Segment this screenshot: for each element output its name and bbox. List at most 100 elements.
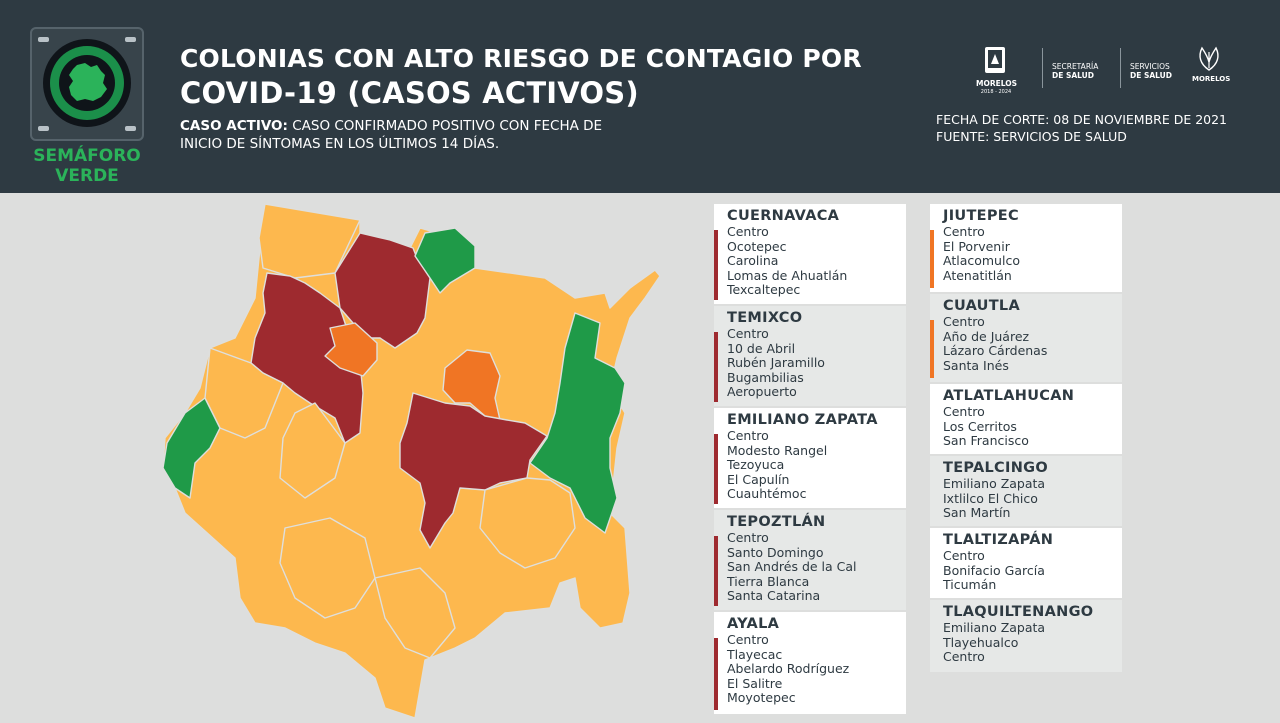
risk-bar <box>714 332 718 402</box>
colonia: Tlayehualco <box>943 634 1019 650</box>
data-cut-info: FECHA DE CORTE: 08 DE NOVIEMBRE DE 2021 … <box>936 111 1227 145</box>
colonia: Ixtlilco El Chico <box>943 490 1038 506</box>
colonia: Rubén Jaramillo <box>727 355 825 371</box>
colonia: Tlayecac <box>727 646 783 662</box>
colonia: Año de Juárez <box>943 328 1030 344</box>
colonia: Lázaro Cárdenas <box>943 343 1048 359</box>
municipio-card: ATLATLAHUCAN Centro Los Cerritos San Fra… <box>930 384 1122 454</box>
colonia: Santa Inés <box>943 357 1009 373</box>
municipio-name: TEPOZTLÁN <box>727 514 826 530</box>
municipio-card: JIUTEPEC Centro El Porvenir Atlacomulco … <box>930 204 1122 292</box>
map-region-divider-3 <box>479 477 576 569</box>
risk-bar <box>714 230 718 300</box>
colonia: Centro <box>943 649 985 665</box>
municipio-name: CUAUTLA <box>943 298 1020 314</box>
municipio-name: CUERNAVACA <box>727 208 840 224</box>
map-region-green-east <box>529 312 626 534</box>
definition-label: CASO ACTIVO: <box>180 118 288 134</box>
colonia: El Porvenir <box>943 238 1010 254</box>
municipio-card: TEMIXCO Centro 10 de Abril Rubén Jaramil… <box>714 306 906 406</box>
colonia: Tezoyuca <box>727 457 785 473</box>
colonia: Bugambilias <box>727 369 804 385</box>
morelos-map-icon <box>69 63 107 101</box>
map-region-divider-1 <box>204 347 284 439</box>
morelos-years: 2018 - 2024 <box>980 89 1012 95</box>
municipio-name: AYALA <box>727 616 780 632</box>
colonia: Atlacomulco <box>943 253 1020 269</box>
definition-body-2: INICIO DE SÍNTOMAS EN LOS ÚLTIMOS 14 DÍA… <box>180 136 500 152</box>
municipio-name: TEPALCINGO <box>943 460 1048 476</box>
municipio-name: TLALTIZAPÁN <box>943 532 1054 548</box>
colonia: Centro <box>727 632 769 647</box>
municipio-card: TLALTIZAPÁN Centro Bonifacio García Ticu… <box>930 528 1122 598</box>
colonia: Aeropuerto <box>727 384 797 400</box>
colonia: Emiliano Zapata <box>943 620 1046 635</box>
municipio-card: CUAUTLA Centro Año de Juárez Lázaro Cárd… <box>930 294 1122 382</box>
morelos2-label: MORELOS <box>1192 75 1231 83</box>
government-logos: MORELOS 2018 - 2024 SECRETARÍA DE SALUD … <box>972 44 1232 96</box>
title-line2: COVID-19 (CASOS ACTIVOS) <box>180 76 639 110</box>
colonia: Modesto Rangel <box>727 442 828 458</box>
colonia: Bonifacio García <box>943 562 1045 578</box>
municipio-name: TEMIXCO <box>727 310 803 326</box>
map-region-divider-2 <box>279 402 346 499</box>
map-region-north-red <box>334 232 431 349</box>
servicios-line1: SERVICIOS <box>1130 62 1170 71</box>
colonia: Tierra Blanca <box>727 573 810 589</box>
semaforo-line1: SEMÁFORO <box>33 146 141 166</box>
colonia: Emiliano Zapata <box>943 476 1046 491</box>
colonia: Los Cerritos <box>943 418 1017 434</box>
morelos-risk-map <box>162 203 661 719</box>
risk-bar <box>714 638 718 710</box>
colonia: Centro <box>943 314 985 329</box>
colonia: Centro <box>727 428 769 443</box>
colonia: San Martín <box>943 505 1011 521</box>
municipio-card: CUERNAVACA Centro Ocotepec Carolina Loma… <box>714 204 906 304</box>
colonia: Cuauhtémoc <box>727 486 807 502</box>
municipio-card: TLAQUILTENANGO Emiliano Zapata Tlayehual… <box>930 600 1122 672</box>
municipio-name: TLAQUILTENANGO <box>943 604 1094 620</box>
municipio-card: TEPOZTLÁN Centro Santo Domingo San André… <box>714 510 906 610</box>
fuente: FUENTE: SERVICIOS DE SALUD <box>936 129 1127 144</box>
title-line1: COLONIAS CON ALTO RIESGO DE CONTAGIO POR <box>180 44 862 73</box>
municipio-card: TEPALCINGO Emiliano Zapata Ixtlilco El C… <box>930 456 1122 526</box>
colonia: Ticumán <box>943 577 997 593</box>
municipio-name: ATLATLAHUCAN <box>943 388 1075 404</box>
morelos-shield-icon <box>985 47 1005 73</box>
colonia: Lomas de Ahuatlán <box>727 267 848 283</box>
colonia: Centro <box>943 224 985 239</box>
semaforo-label: SEMÁFORO VERDE <box>14 146 160 186</box>
page-title: COLONIAS CON ALTO RIESGO DE CONTAGIO POR… <box>180 42 862 110</box>
colonia: Abelardo Rodríguez <box>727 661 850 677</box>
colonia: 10 de Abril <box>727 340 796 356</box>
colonia: Santa Catarina <box>727 588 821 604</box>
map-region-green-north <box>414 227 476 294</box>
morelos-label: MORELOS <box>976 79 1018 88</box>
risk-bar <box>930 320 934 378</box>
header-banner: SEMÁFORO VERDE COLONIAS CON ALTO RIESGO … <box>0 0 1280 193</box>
risk-bar <box>930 230 934 288</box>
risk-bar <box>714 434 718 504</box>
municipio-card: AYALA Centro Tlayecac Abelardo Rodríguez… <box>714 612 906 714</box>
colonia: Centro <box>727 224 769 239</box>
morelos-flower-icon <box>1199 46 1219 71</box>
colonia: Carolina <box>727 253 779 269</box>
map-region-ayala <box>399 392 548 549</box>
municipio-name: EMILIANO ZAPATA <box>727 412 878 428</box>
servicios-line2: DE SALUD <box>1130 71 1172 80</box>
colonia: El Capulín <box>727 471 790 487</box>
fecha-corte: FECHA DE CORTE: 08 DE NOVIEMBRE DE 2021 <box>936 112 1228 127</box>
semaforo-logo <box>30 27 144 141</box>
map-region-orange-west <box>324 322 378 377</box>
map-region-divider-5 <box>374 567 456 659</box>
colonia: El Salitre <box>727 675 783 691</box>
colonia: Centro <box>943 404 985 419</box>
definition-text: CASO ACTIVO: CASO CONFIRMADO POSITIVO CO… <box>180 117 700 153</box>
colonia: San Andrés de la Cal <box>727 559 857 575</box>
map-region-divider-4 <box>279 517 376 619</box>
colonia: Ocotepec <box>727 238 787 254</box>
definition-body-1: CASO CONFIRMADO POSITIVO CON FECHA DE <box>292 118 603 134</box>
risk-bar <box>714 536 718 606</box>
semaforo-line2: VERDE <box>55 166 119 186</box>
secretaria-line1: SECRETARÍA <box>1052 62 1099 71</box>
